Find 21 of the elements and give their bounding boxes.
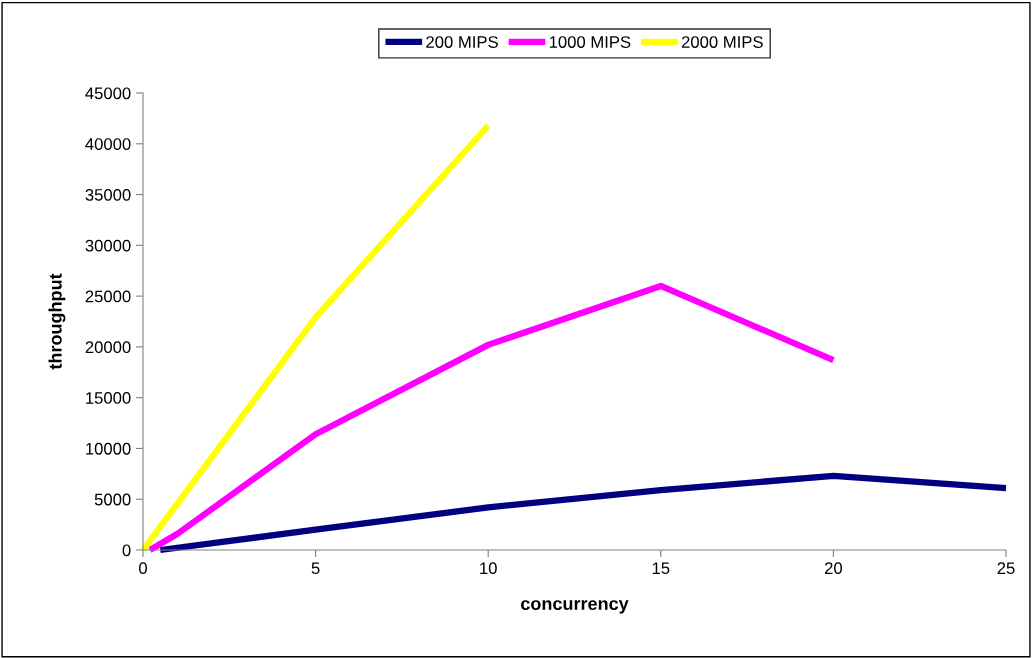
x-axis-title: concurrency xyxy=(521,600,629,614)
x-tick-label: 0 xyxy=(139,562,147,575)
y-tick-label: 0 xyxy=(122,544,131,557)
x-tick-label: 10 xyxy=(480,562,497,575)
y-axis-title: throughput xyxy=(48,273,66,370)
y-tick-label: 20000 xyxy=(85,341,131,354)
x-tick-label: 5 xyxy=(311,562,320,575)
legend-label: 1000 MIPS xyxy=(549,36,631,48)
y-tick-label: 35000 xyxy=(85,188,131,201)
y-tick-label: 25000 xyxy=(85,290,131,303)
y-tick-label: 40000 xyxy=(85,138,131,150)
y-tick-label: 45000 xyxy=(85,87,131,100)
y-tick-label: 30000 xyxy=(85,239,131,252)
x-tick-label: 20 xyxy=(824,562,843,575)
legend-label: 200 MIPS xyxy=(426,36,498,48)
y-tick-label: 15000 xyxy=(86,392,131,404)
x-tick-label: 15 xyxy=(652,562,670,575)
legend-label: 2000 MIPS xyxy=(681,36,763,48)
y-tick-label: 10000 xyxy=(86,442,131,455)
y-tick-label: 5000 xyxy=(94,493,131,506)
x-tick-label: 25 xyxy=(997,562,1015,575)
